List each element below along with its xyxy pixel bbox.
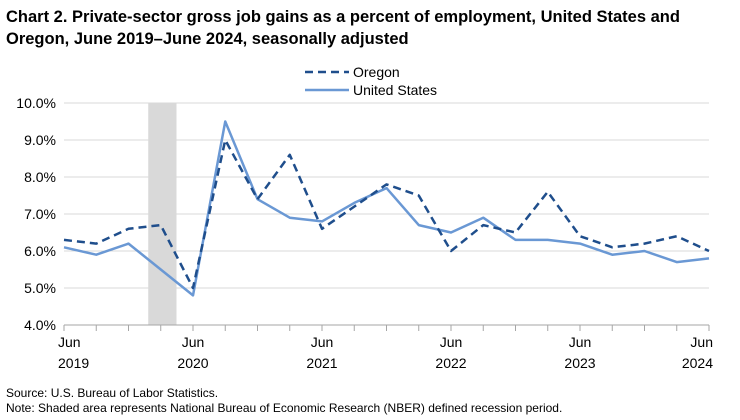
data-point-oregon bbox=[160, 224, 162, 226]
data-point-oregon bbox=[353, 205, 355, 207]
data-point-oregon bbox=[95, 242, 97, 244]
data-point-oregon bbox=[224, 139, 226, 141]
data-point-united-states bbox=[289, 217, 291, 219]
data-point-oregon bbox=[385, 183, 387, 185]
data-point-oregon bbox=[63, 239, 65, 241]
x-tick-label-month: Jun bbox=[690, 334, 713, 350]
x-tick-label-year: 2023 bbox=[564, 355, 595, 371]
data-point-united-states bbox=[643, 250, 645, 252]
data-point-oregon bbox=[708, 250, 710, 252]
data-point-united-states bbox=[127, 242, 129, 244]
y-tick-label: 8.0% bbox=[24, 169, 56, 185]
x-tick-label-year: 2019 bbox=[58, 355, 89, 371]
x-tick-label-year: 2024 bbox=[682, 355, 713, 371]
data-point-united-states bbox=[676, 261, 678, 263]
data-point-united-states bbox=[160, 268, 162, 270]
data-point-united-states bbox=[611, 254, 613, 256]
data-point-oregon bbox=[289, 154, 291, 156]
data-point-united-states bbox=[224, 120, 226, 122]
x-tick-label-month: Jun bbox=[58, 334, 81, 350]
y-tick-label: 7.0% bbox=[24, 206, 56, 222]
data-point-united-states bbox=[353, 202, 355, 204]
data-point-oregon bbox=[192, 287, 194, 289]
series-line-oregon bbox=[63, 138, 710, 290]
data-point-oregon bbox=[418, 194, 420, 196]
chart-title: Chart 2. Private-sector gross job gains … bbox=[6, 8, 680, 48]
data-point-united-states bbox=[385, 187, 387, 189]
x-tick-label-month: Jun bbox=[311, 334, 334, 350]
data-point-oregon bbox=[514, 231, 516, 233]
legend-label: United States bbox=[353, 82, 437, 98]
data-point-united-states bbox=[95, 254, 97, 256]
data-point-oregon bbox=[676, 235, 678, 237]
y-tick-label: 6.0% bbox=[24, 243, 56, 259]
x-tick-label-year: 2020 bbox=[177, 355, 208, 371]
x-tick-label-month: Jun bbox=[569, 334, 592, 350]
x-tick-label-month: Jun bbox=[182, 334, 205, 350]
data-point-united-states bbox=[514, 239, 516, 241]
data-point-united-states bbox=[482, 217, 484, 219]
data-point-united-states bbox=[708, 257, 710, 259]
data-point-united-states bbox=[321, 220, 323, 222]
series-line-united-states bbox=[63, 120, 710, 297]
data-point-united-states bbox=[450, 231, 452, 233]
x-tick-label-year: 2021 bbox=[306, 355, 337, 371]
data-point-oregon bbox=[643, 242, 645, 244]
x-tick-label-year: 2022 bbox=[435, 355, 466, 371]
legend-label: Oregon bbox=[353, 64, 400, 80]
data-point-oregon bbox=[482, 224, 484, 226]
data-point-oregon bbox=[450, 250, 452, 252]
y-tick-label: 10.0% bbox=[16, 95, 56, 111]
y-tick-label: 9.0% bbox=[24, 132, 56, 148]
data-point-oregon bbox=[579, 235, 581, 237]
data-point-united-states bbox=[63, 246, 65, 248]
data-point-oregon bbox=[547, 191, 549, 193]
data-point-oregon bbox=[256, 198, 258, 200]
shading-note: Note: Shaded area represents National Bu… bbox=[6, 401, 563, 415]
data-point-oregon bbox=[611, 246, 613, 248]
y-tick-label: 4.0% bbox=[24, 317, 56, 333]
data-point-united-states bbox=[192, 294, 194, 296]
x-tick-label-month: Jun bbox=[440, 334, 463, 350]
data-point-united-states bbox=[418, 224, 420, 226]
data-point-united-states bbox=[547, 239, 549, 241]
source-note: Source: U.S. Bureau of Labor Statistics. bbox=[6, 386, 219, 400]
data-point-united-states bbox=[579, 242, 581, 244]
data-point-oregon bbox=[321, 228, 323, 230]
y-tick-label: 5.0% bbox=[24, 280, 56, 296]
data-point-oregon bbox=[127, 228, 129, 230]
